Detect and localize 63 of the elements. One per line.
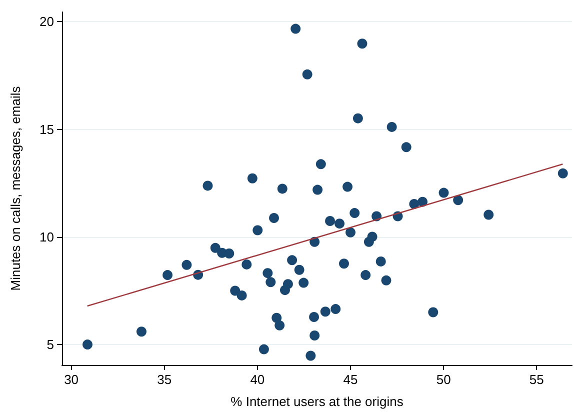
point — [484, 210, 494, 220]
point — [298, 278, 309, 288]
point — [224, 248, 234, 258]
x-tick-label: 35 — [157, 372, 172, 387]
point — [320, 306, 330, 317]
point — [316, 159, 326, 170]
point — [312, 184, 323, 195]
point — [272, 312, 282, 323]
point — [269, 212, 280, 223]
point — [401, 142, 412, 152]
point — [262, 268, 273, 278]
point — [287, 255, 298, 266]
point — [558, 168, 568, 178]
point — [274, 320, 285, 330]
point — [309, 312, 320, 322]
point — [302, 69, 312, 80]
x-tick-label: 45 — [343, 372, 358, 387]
x-tick-label: 30 — [64, 372, 79, 387]
point — [230, 286, 240, 296]
point — [360, 270, 371, 280]
x-tick-label: 55 — [529, 372, 544, 387]
point — [266, 277, 276, 288]
y-axis-title: Minutes on calls, messages, emails — [8, 86, 23, 291]
point — [350, 208, 360, 218]
point — [182, 260, 192, 270]
y-tick-label: 20 — [40, 14, 54, 30]
point — [210, 242, 220, 253]
point — [381, 275, 392, 286]
point — [202, 180, 213, 191]
point — [242, 259, 252, 270]
point — [376, 256, 386, 266]
point — [247, 173, 258, 184]
x-axis-title: % Internet users at the origins — [230, 394, 404, 409]
y-tick-label: 15 — [40, 122, 54, 137]
point — [428, 307, 438, 318]
point — [438, 188, 449, 198]
y-tick-label: 10 — [40, 229, 54, 244]
point — [386, 122, 397, 132]
point — [357, 38, 368, 49]
y-tick-label: 5 — [46, 337, 54, 352]
point — [346, 227, 356, 238]
point — [294, 264, 304, 275]
point — [306, 350, 316, 361]
point — [330, 304, 341, 314]
point — [252, 225, 263, 236]
point — [334, 218, 345, 229]
point — [162, 270, 173, 280]
point — [290, 24, 301, 34]
point — [453, 195, 464, 206]
point — [342, 182, 353, 192]
point — [339, 258, 349, 269]
point — [367, 232, 378, 242]
point — [258, 344, 269, 354]
point — [280, 285, 290, 296]
point — [310, 330, 320, 341]
x-tick-label: 50 — [436, 372, 451, 387]
point — [352, 113, 363, 124]
point — [82, 340, 92, 350]
point — [236, 290, 247, 300]
point — [277, 184, 288, 194]
point — [136, 326, 146, 337]
point — [325, 216, 336, 226]
x-tick-label: 40 — [250, 372, 265, 387]
